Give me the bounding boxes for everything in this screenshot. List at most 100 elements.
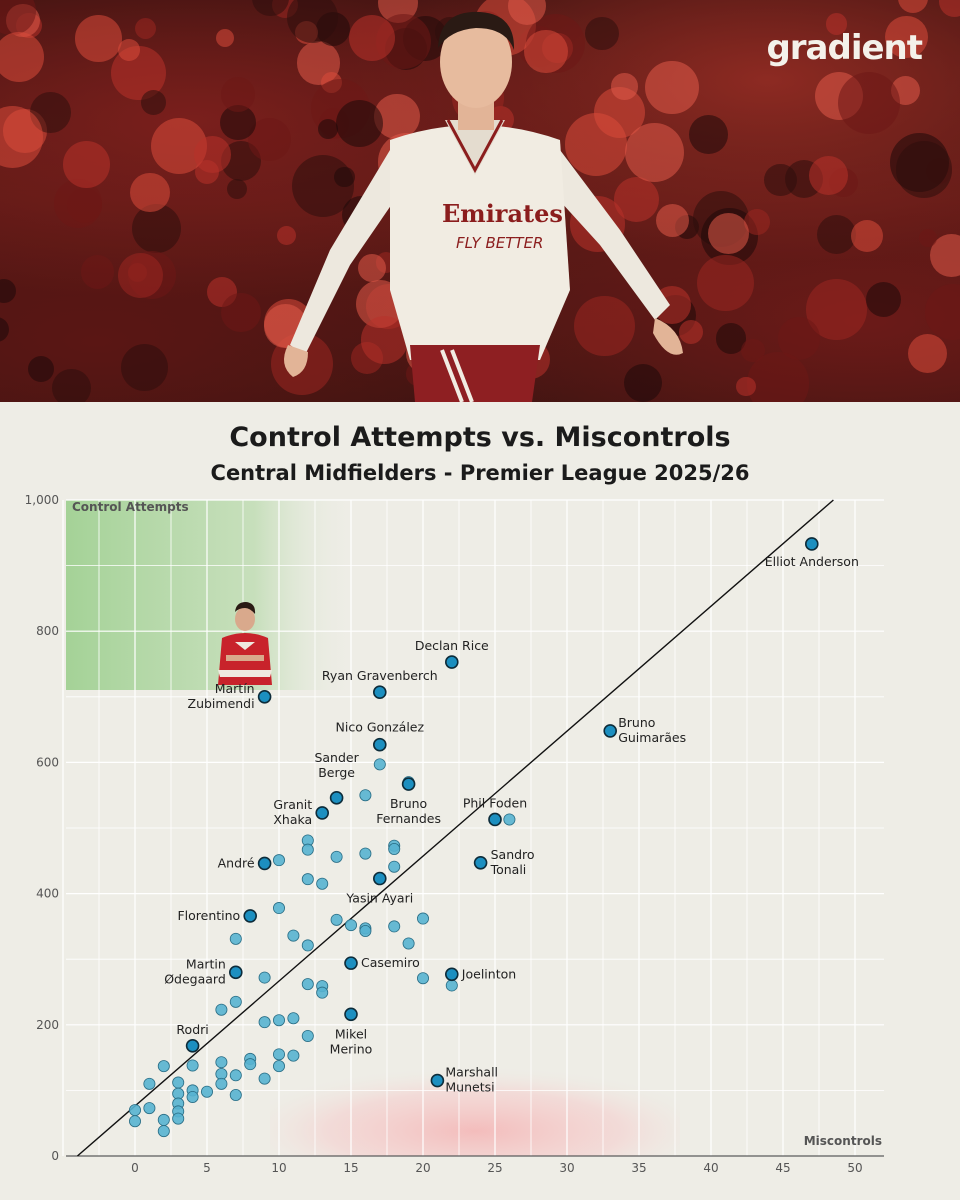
crowd-blob bbox=[611, 73, 638, 100]
data-point bbox=[301, 873, 314, 886]
player-shorts bbox=[410, 345, 540, 402]
labeled-points: Elliot Anderson Declan Rice Ryan Gravenber… bbox=[164, 537, 859, 1095]
point-label: Nico González bbox=[336, 720, 425, 735]
point-label: André bbox=[218, 855, 255, 870]
data-point bbox=[186, 1090, 199, 1103]
data-point bbox=[215, 1056, 228, 1069]
crowd-blob bbox=[689, 115, 729, 154]
crowd-blob bbox=[215, 28, 235, 48]
data-point bbox=[316, 986, 329, 999]
crowd-blob bbox=[118, 38, 140, 61]
data-point bbox=[272, 854, 285, 867]
crowd-blob bbox=[625, 122, 685, 182]
data-point bbox=[244, 1058, 257, 1071]
crowd-blob bbox=[140, 90, 166, 116]
data-point bbox=[287, 929, 300, 942]
crowd-blob bbox=[817, 214, 857, 254]
crowd-blob bbox=[120, 343, 168, 392]
data-point bbox=[416, 972, 429, 985]
data-point bbox=[128, 1104, 141, 1117]
x-tick-label: 35 bbox=[631, 1161, 646, 1175]
crowd-blob bbox=[75, 15, 122, 62]
scatter-chart: 0 5 10 15 20 25 30 35 40 45 50 0 200 400 600 800 1,000 E… bbox=[25, 493, 884, 1175]
data-point bbox=[359, 847, 372, 860]
data-point bbox=[388, 860, 401, 873]
highlighted-point bbox=[444, 655, 459, 669]
crowd-blob bbox=[348, 14, 395, 61]
x-tick-label: 0 bbox=[131, 1161, 139, 1175]
x-tick-label: 25 bbox=[487, 1161, 502, 1175]
data-point bbox=[301, 939, 314, 952]
point-label: Mikel Merino bbox=[330, 1026, 373, 1056]
data-point bbox=[272, 1048, 285, 1061]
data-point bbox=[388, 920, 401, 933]
crowd-blob bbox=[741, 338, 766, 363]
data-point bbox=[258, 971, 271, 984]
crowd-blob bbox=[287, 0, 339, 43]
point-label: Florentino bbox=[177, 908, 240, 923]
crowd-blob bbox=[131, 204, 181, 254]
crowd-blob bbox=[28, 355, 55, 382]
crowd-blob bbox=[898, 0, 929, 14]
data-point bbox=[157, 1125, 170, 1138]
x-tick-label: 15 bbox=[343, 1161, 358, 1175]
player-hair bbox=[438, 11, 515, 50]
crowd-blob bbox=[357, 254, 386, 283]
axes: 0 5 10 15 20 25 30 35 40 45 50 0 200 400 600 800 1,000 bbox=[25, 493, 884, 1175]
crowd-blob bbox=[220, 77, 256, 112]
crowd-blob bbox=[0, 316, 9, 343]
point-label: Sander Berge bbox=[314, 750, 359, 780]
point-label: Rodri bbox=[176, 1022, 208, 1037]
crowd-blob bbox=[938, 0, 960, 18]
crowd-blob bbox=[885, 15, 928, 59]
data-point bbox=[186, 1059, 199, 1072]
crowd-blob bbox=[277, 226, 297, 246]
data-point bbox=[229, 995, 242, 1008]
crowd-blob bbox=[130, 173, 170, 213]
y-tick-label: 0 bbox=[51, 1149, 59, 1163]
crowd-blob bbox=[0, 31, 45, 83]
crowd-blob bbox=[809, 156, 849, 196]
y-tick-label: 1,000 bbox=[25, 493, 59, 507]
data-point bbox=[316, 877, 329, 890]
crowd-blob bbox=[697, 254, 754, 312]
shirt-sponsor: Emirates bbox=[442, 199, 563, 228]
x-tick-label: 50 bbox=[847, 1161, 862, 1175]
y-tick-label: 600 bbox=[36, 755, 59, 769]
data-point bbox=[344, 919, 357, 932]
crowd-blob bbox=[645, 60, 700, 115]
data-point bbox=[172, 1076, 185, 1089]
highlighted-point bbox=[315, 806, 330, 820]
x-tick-label: 5 bbox=[203, 1161, 211, 1175]
chart-subtitle: Central Midfielders - Premier League 202… bbox=[210, 461, 750, 485]
data-point bbox=[272, 1060, 285, 1073]
crowd-blob bbox=[925, 284, 960, 341]
crowd-blob bbox=[746, 352, 810, 402]
point-label: Martin Ødegaard bbox=[164, 956, 226, 986]
point-label: Casemiro bbox=[361, 955, 420, 970]
data-point bbox=[215, 1003, 228, 1016]
crowd-blob bbox=[655, 203, 690, 238]
point-label: Joelinton bbox=[461, 966, 516, 981]
data-point bbox=[172, 1112, 185, 1125]
data-point bbox=[330, 850, 343, 863]
reference-line bbox=[76, 499, 834, 1157]
data-point bbox=[287, 1049, 300, 1062]
data-point bbox=[373, 758, 386, 771]
x-tick-label: 20 bbox=[415, 1161, 430, 1175]
player-head bbox=[440, 16, 512, 108]
data-point bbox=[143, 1102, 156, 1115]
data-point bbox=[157, 1113, 170, 1126]
point-label: Martín Zubimendi bbox=[188, 681, 255, 711]
data-point bbox=[157, 1060, 170, 1073]
danger-zone bbox=[270, 1065, 680, 1156]
point-label: Marshall Munetsi bbox=[445, 1065, 498, 1095]
highlighted-point bbox=[473, 855, 488, 870]
highlighted-point bbox=[344, 1007, 358, 1022]
crowd-blob bbox=[679, 320, 704, 345]
data-point bbox=[388, 842, 401, 855]
data-point bbox=[229, 932, 242, 945]
crowd-blob bbox=[764, 164, 797, 197]
data-point bbox=[301, 978, 314, 991]
data-point bbox=[416, 912, 429, 925]
